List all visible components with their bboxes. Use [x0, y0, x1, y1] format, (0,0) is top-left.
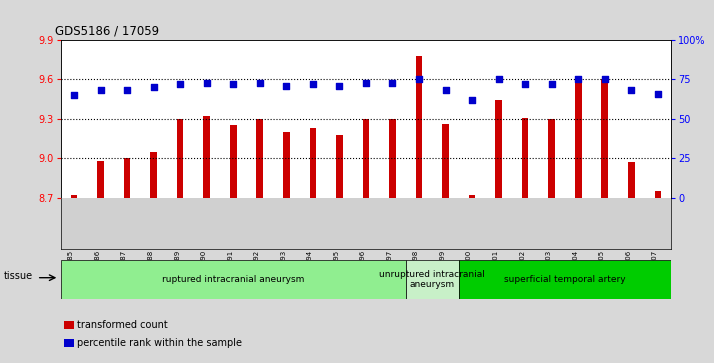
Bar [628, 162, 635, 363]
Text: superficial temporal artery: superficial temporal artery [504, 275, 625, 284]
Point [333, 83, 345, 89]
Point [95, 87, 106, 93]
Point [121, 87, 133, 93]
Bar [124, 158, 131, 363]
Bar [655, 191, 661, 363]
Bar [61, 260, 406, 299]
Point [174, 81, 186, 87]
Bar [469, 195, 476, 363]
Bar [336, 135, 343, 363]
Text: unruptured intracranial
aneurysm: unruptured intracranial aneurysm [379, 270, 486, 289]
Point [520, 81, 531, 87]
Bar [496, 101, 502, 363]
Point [546, 81, 558, 87]
Bar [522, 118, 528, 363]
Point [281, 83, 292, 89]
Bar [459, 260, 671, 299]
Bar [406, 260, 459, 299]
Bar [363, 119, 369, 363]
Point [148, 85, 159, 90]
Text: tissue: tissue [4, 271, 33, 281]
Bar [575, 79, 582, 363]
Point [573, 77, 584, 82]
Bar [283, 132, 290, 363]
Point [201, 79, 212, 85]
Point [69, 92, 80, 98]
Bar [97, 161, 104, 363]
Point [466, 97, 478, 103]
Bar [150, 152, 157, 363]
Text: GDS5186 / 17059: GDS5186 / 17059 [54, 24, 159, 37]
Point [307, 81, 318, 87]
Point [493, 77, 504, 82]
Point [652, 91, 663, 97]
Bar [71, 195, 77, 363]
Point [360, 79, 371, 85]
Bar [389, 119, 396, 363]
Bar [548, 119, 555, 363]
Bar [203, 116, 210, 363]
Bar [310, 128, 316, 363]
Bar [416, 56, 422, 363]
Bar [256, 119, 263, 363]
Bar [230, 126, 236, 363]
Point [440, 87, 451, 93]
Point [387, 79, 398, 85]
Point [599, 77, 610, 82]
Bar [177, 119, 183, 363]
Bar [442, 124, 449, 363]
Bar [601, 79, 608, 363]
Point [228, 81, 239, 87]
Text: percentile rank within the sample: percentile rank within the sample [77, 338, 242, 348]
Point [413, 77, 425, 82]
Point [254, 79, 266, 85]
Point [625, 87, 637, 93]
Text: transformed count: transformed count [77, 320, 168, 330]
Text: ruptured intracranial aneurysm: ruptured intracranial aneurysm [162, 275, 304, 284]
